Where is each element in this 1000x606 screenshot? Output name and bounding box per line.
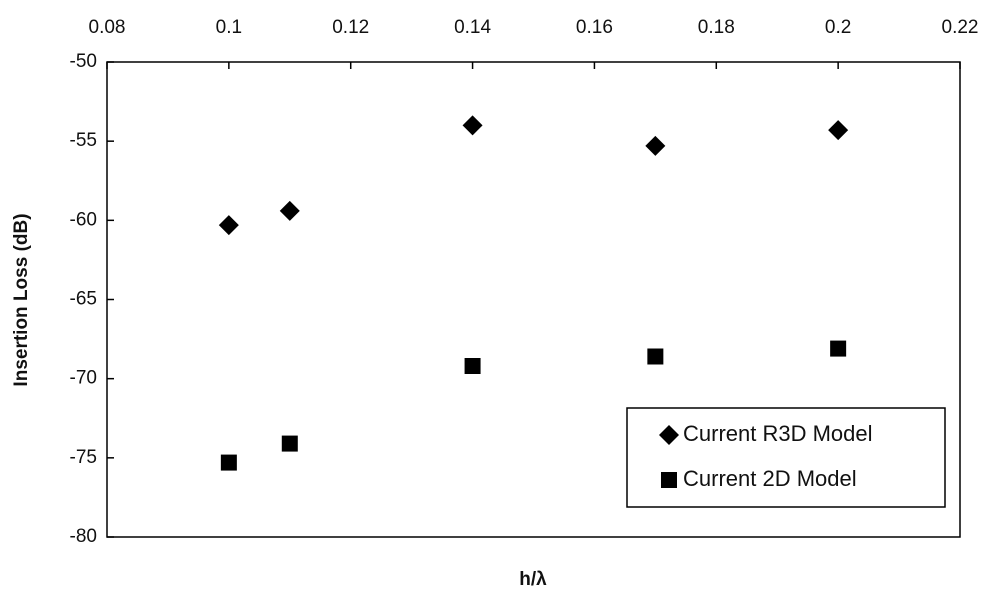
legend-label: Current R3D Model [683, 421, 873, 446]
data-point [279, 200, 300, 221]
data-point [830, 340, 847, 357]
data-point [828, 120, 849, 141]
data-point [647, 348, 664, 365]
data-point [220, 454, 237, 471]
legend-label: Current 2D Model [683, 466, 857, 491]
y-tick-label: -60 [70, 209, 97, 230]
x-tick-label: 0.18 [698, 17, 735, 38]
x-tick-label: 0.22 [942, 17, 979, 38]
x-tick-label: 0.2 [825, 17, 851, 38]
legend-marker [659, 425, 679, 445]
x-tick-label: 0.14 [454, 17, 491, 38]
y-tick-label: -55 [70, 130, 97, 151]
x-tick-label: 0.12 [332, 17, 369, 38]
legend-box [626, 407, 946, 508]
x-tick-label: 0.16 [576, 17, 613, 38]
data-point [462, 115, 483, 136]
data-point [218, 215, 239, 236]
data-point [645, 135, 666, 156]
y-tick-label: -75 [70, 447, 97, 468]
y-tick-label: -80 [70, 526, 97, 547]
y-tick-label: -70 [70, 368, 97, 389]
data-point [464, 358, 481, 374]
x-tick-label: 0.1 [216, 17, 242, 38]
x-tick-label: 0.08 [89, 17, 126, 38]
y-tick-label: -65 [70, 289, 97, 310]
x-axis-label: h/λ [519, 569, 547, 590]
y-tick-label: -50 [70, 51, 97, 72]
y-axis-label: Insertion Loss (dB) [11, 213, 32, 386]
legend-marker [661, 472, 677, 488]
data-point [281, 435, 298, 452]
